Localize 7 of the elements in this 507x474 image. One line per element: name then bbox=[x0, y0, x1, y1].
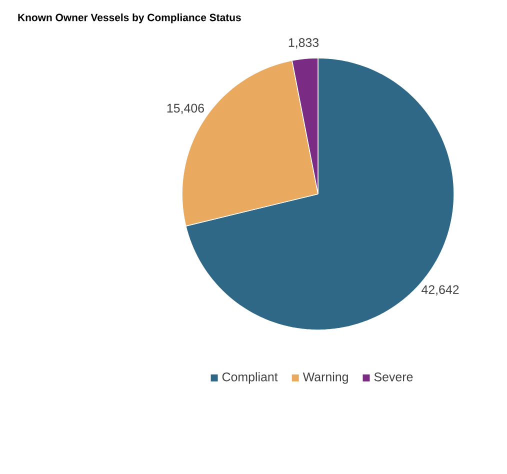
legend-label: Compliant bbox=[222, 372, 278, 384]
legend-label: Severe bbox=[374, 372, 413, 382]
data-label: 1,833 bbox=[288, 38, 319, 48]
data-label: 15,406 bbox=[167, 104, 204, 114]
data-label: 42,642 bbox=[422, 285, 459, 296]
legend-label: Warning bbox=[302, 372, 348, 384]
chart-title: Known Owner Vessels by Compliance Status bbox=[18, 14, 241, 24]
